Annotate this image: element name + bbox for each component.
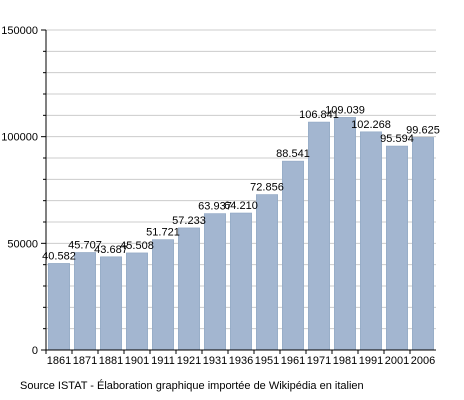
- bar-1901: [126, 252, 148, 351]
- data-label-1901: 45.508: [120, 240, 154, 252]
- x-tick-1981: 1981: [333, 355, 357, 367]
- bar-1961: [282, 160, 304, 351]
- bar-1911: [152, 239, 174, 351]
- data-label-1921: 57.233: [172, 215, 206, 227]
- x-tick-1931: 1931: [203, 355, 227, 367]
- x-tick-1991: 1991: [359, 355, 383, 367]
- bar-2001: [386, 145, 408, 351]
- data-label-1871: 45.707: [68, 239, 102, 251]
- bar-1881: [100, 256, 122, 351]
- bar-1981: [334, 117, 356, 351]
- bar-1861: [48, 263, 70, 351]
- y-tick-50000: 50000: [7, 238, 38, 250]
- bar-1971: [308, 121, 330, 351]
- x-tick-1971: 1971: [307, 355, 331, 367]
- bar-1871: [74, 252, 96, 351]
- y-tick-150000: 150000: [1, 25, 38, 37]
- x-tick-2001: 2001: [385, 355, 409, 367]
- bar-2006: [412, 137, 434, 351]
- data-label-1936: 64.210: [224, 200, 258, 212]
- bar-1951: [256, 194, 278, 351]
- x-tick-1881: 1881: [99, 355, 123, 367]
- data-label-1951: 72.856: [250, 182, 284, 194]
- data-label-1861: 40.582: [42, 250, 76, 262]
- data-label-2001: 95.594: [380, 133, 414, 145]
- x-tick-1936: 1936: [229, 355, 253, 367]
- data-label-1961: 88.541: [276, 148, 310, 160]
- data-label-1991: 102.268: [351, 119, 391, 131]
- bar-1921: [178, 227, 200, 351]
- data-label-1881: 43.687: [94, 244, 128, 256]
- source-caption: Source ISTAT - Élaboration graphique imp…: [20, 380, 364, 392]
- bar-1991: [360, 131, 382, 351]
- data-label-1911: 51.721: [146, 227, 180, 239]
- x-tick-1961: 1961: [281, 355, 305, 367]
- bars-group: [48, 117, 434, 351]
- data-label-2006: 99.625: [406, 124, 440, 136]
- x-tick-1861: 1861: [47, 355, 71, 367]
- x-tick-1921: 1921: [177, 355, 201, 367]
- x-tick-labels: 1861 1871 1881 1901 1911 1921 1931 1936 1951 1961…: [47, 355, 435, 367]
- data-label-1971: 106.841: [299, 109, 339, 121]
- data-label-1981: 109.039: [325, 104, 365, 116]
- bar-1936: [230, 212, 252, 351]
- y-tick-0: 0: [32, 345, 38, 357]
- axes-group: [41, 29, 436, 354]
- y-tick-100000: 100000: [1, 132, 38, 144]
- data-label-1931: 63.937: [198, 201, 232, 213]
- x-tick-1911: 1911: [151, 355, 175, 367]
- x-tick-1901: 1901: [125, 355, 149, 367]
- x-tick-1951: 1951: [255, 355, 279, 367]
- bar-1931: [204, 213, 226, 351]
- x-tick-1871: 1871: [73, 355, 97, 367]
- x-tick-2006: 2006: [411, 355, 435, 367]
- y-tick-labels: 0 50000 100000 150000: [1, 25, 38, 357]
